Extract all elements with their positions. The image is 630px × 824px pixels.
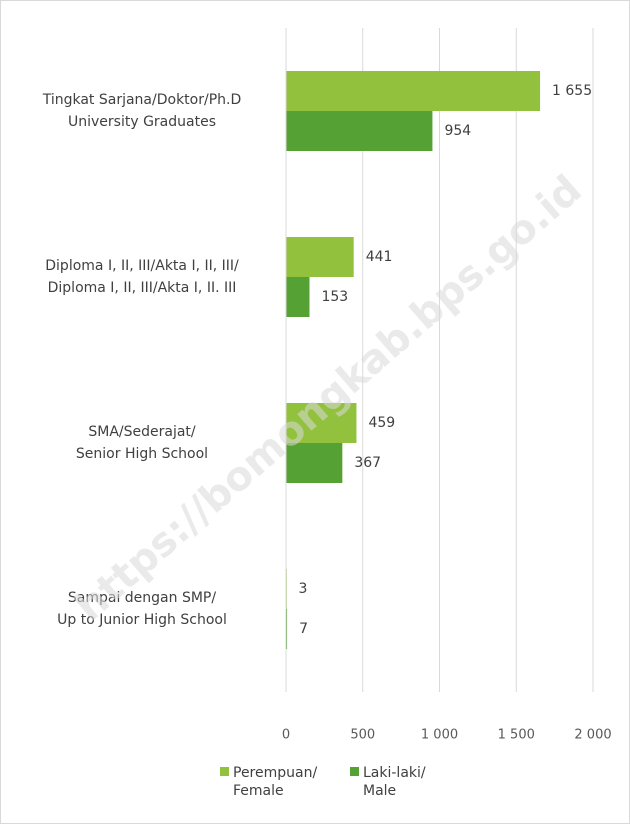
- value-label: 7: [299, 621, 308, 637]
- value-label: 367: [354, 455, 381, 471]
- legend-label: Laki-laki/: [363, 765, 426, 781]
- category-label: University Graduates: [68, 114, 216, 130]
- bar: [286, 443, 343, 483]
- category-label: Senior High School: [76, 446, 208, 462]
- value-label: 954: [444, 123, 471, 139]
- bar: [286, 111, 433, 151]
- category-label: Diploma I, II, III/Akta I, II, III/: [45, 258, 239, 274]
- value-label: 153: [321, 289, 348, 305]
- legend-swatch: [220, 767, 229, 776]
- category-label: Diploma I, II, III/Akta I, II. III: [48, 280, 237, 296]
- bar: [286, 277, 310, 317]
- legend-label: Female: [233, 783, 284, 799]
- bar: [286, 609, 288, 649]
- category-label: Sampai dengan SMP/: [68, 590, 216, 606]
- x-tick-label: 1 500: [498, 728, 535, 743]
- x-tick-label: 2 000: [574, 728, 611, 743]
- category-label: SMA/Sederajat/: [88, 424, 196, 440]
- category-label: Tingkat Sarjana/Doktor/Ph.D: [42, 92, 242, 108]
- bar: [286, 71, 541, 111]
- value-label: 441: [366, 249, 393, 265]
- legend-label: Perempuan/: [233, 765, 317, 781]
- bar: [286, 403, 357, 443]
- legend-label: Male: [363, 783, 396, 799]
- x-tick-label: 1 000: [421, 728, 458, 743]
- value-label: 1 655: [552, 83, 592, 99]
- category-label: Up to Junior High School: [57, 612, 227, 628]
- value-label: 3: [298, 581, 307, 597]
- value-label: 459: [368, 415, 395, 431]
- x-tick-label: 500: [350, 728, 375, 743]
- legend-swatch: [350, 767, 359, 776]
- bar: [286, 237, 354, 277]
- x-tick-label: 0: [282, 728, 290, 743]
